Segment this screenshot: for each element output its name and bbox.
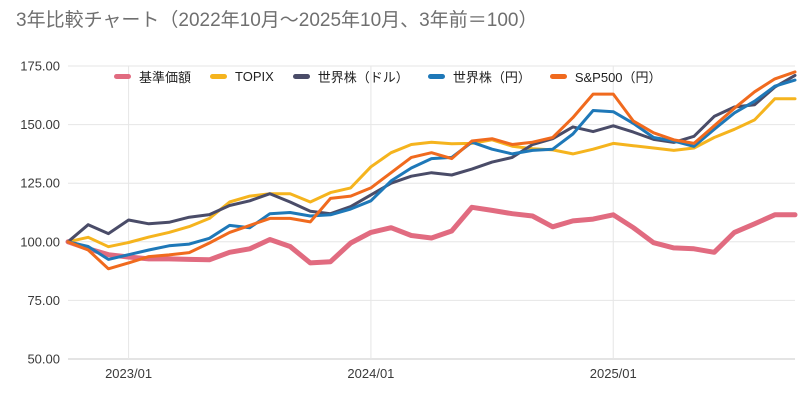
x-axis-tick-label: 2023/01 <box>105 366 152 381</box>
legend-label: TOPIX <box>235 69 274 84</box>
legend-swatch-icon <box>210 74 228 79</box>
series-line-5 <box>66 70 797 271</box>
legend-item-1: 基準価額 <box>114 67 191 86</box>
legend-swatch-icon <box>114 74 131 79</box>
legend-label: S&P500（円） <box>574 70 662 85</box>
y-axis-tick-label: 50.00 <box>27 352 60 367</box>
y-axis-tick-label: 125.00 <box>20 176 60 191</box>
legend-item-4: 世界株（円） <box>427 67 531 86</box>
y-axis-tick-label: 75.00 <box>27 293 60 308</box>
legend-label: 世界株（ドル） <box>317 70 409 85</box>
legend-label: 世界株（円） <box>452 70 531 85</box>
y-axis-tick-label: 100.00 <box>20 234 60 249</box>
series-line-4 <box>66 78 797 261</box>
chart-title: 3年比較チャート（2022年10月～2025年10月、3年前＝100） <box>16 10 538 31</box>
legend-swatch-icon <box>427 74 445 79</box>
legend: 基準価額 TOPIX 世界株（ドル） 世界株（円） S&P500（円） <box>114 67 662 86</box>
legend-label: 基準価額 <box>139 70 192 85</box>
legend-item-3: 世界株（ドル） <box>292 67 409 86</box>
legend-swatch-icon <box>292 74 310 79</box>
x-axis-tick-label: 2024/01 <box>347 366 394 381</box>
y-axis-tick-label: 175.00 <box>20 59 60 74</box>
x-axis-tick-label: 2025/01 <box>590 366 637 381</box>
series-line-2 <box>66 97 797 249</box>
legend-item-5: S&P500（円） <box>549 67 662 86</box>
series-line-1 <box>65 204 798 266</box>
y-axis-tick-label: 150.00 <box>20 117 60 132</box>
legend-swatch-icon <box>549 74 567 79</box>
legend-item-2: TOPIX <box>210 69 274 84</box>
